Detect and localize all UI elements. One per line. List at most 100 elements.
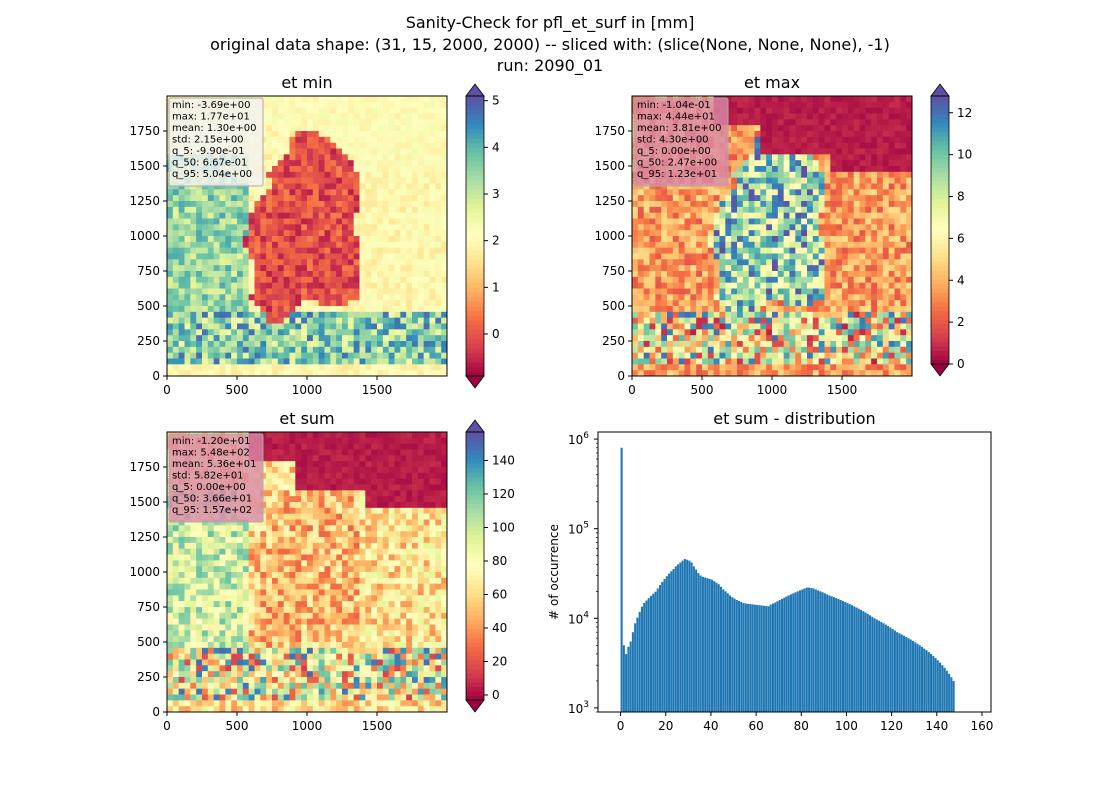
histogram-bar <box>943 667 946 712</box>
y-tick-label: 250 <box>602 334 625 348</box>
colorbar-tick-label: 20 <box>492 654 507 668</box>
colorbar-tick-label: 60 <box>492 587 507 601</box>
histogram-bar <box>668 573 671 712</box>
histogram-bar <box>828 595 831 712</box>
histogram-bar <box>765 606 768 712</box>
histogram-bar <box>873 618 876 712</box>
stats-line: max: 1.77e+01 <box>172 112 250 123</box>
y-tick-label: 1750 <box>594 124 625 138</box>
x-tick-label: 1500 <box>362 383 393 397</box>
histogram-bar <box>704 577 707 712</box>
histogram-bar <box>884 624 887 712</box>
colorbar-tick-label: 4 <box>957 273 965 287</box>
histogram-bar <box>758 605 761 712</box>
histogram-bar <box>785 596 788 712</box>
x-tick-label: 1500 <box>827 383 858 397</box>
x-tick-label: 0 <box>617 719 625 733</box>
histogram-bar <box>640 606 643 712</box>
histogram-bar <box>627 646 630 712</box>
histogram-bar <box>905 636 908 712</box>
x-tick-label: 20 <box>658 719 673 733</box>
histogram-bar <box>769 604 772 712</box>
stats-line: q_50: 6.67e-01 <box>172 158 247 169</box>
histogram-bar <box>808 587 811 712</box>
histogram-bar <box>760 605 763 712</box>
y-tick-label: 1000 <box>594 229 625 243</box>
histogram-bar <box>638 611 641 712</box>
histogram-bar <box>690 562 693 712</box>
stats-line: mean: 3.81e+00 <box>637 123 721 134</box>
panel-title: et sum <box>279 409 334 428</box>
histogram-bar <box>848 604 851 712</box>
histogram-bar <box>880 621 883 712</box>
stats-line: std: 4.30e+00 <box>637 135 709 146</box>
histogram-bar <box>783 597 786 712</box>
histogram-bar <box>625 653 628 712</box>
x-tick-label: 1000 <box>292 383 323 397</box>
panel-title: et sum - distribution <box>713 409 875 428</box>
histogram-bar <box>729 595 732 712</box>
histogram-bar <box>918 645 921 712</box>
y-tick-label: 500 <box>137 299 160 313</box>
histogram-bar <box>893 630 896 712</box>
histogram-bar <box>645 600 648 712</box>
histogram-bar <box>875 619 878 712</box>
histogram-bar <box>722 589 725 712</box>
y-tick-label: 106 <box>568 431 589 447</box>
colorbar-extend-max <box>930 83 950 97</box>
x-tick-label: 60 <box>748 719 763 733</box>
y-tick-label: 1000 <box>129 229 160 243</box>
stats-line: std: 5.82e+01 <box>172 471 244 482</box>
histogram-bar <box>656 588 659 712</box>
histogram-bar <box>649 595 653 712</box>
histogram-bar <box>855 607 858 712</box>
x-tick-label: 140 <box>925 719 948 733</box>
histogram-bar <box>767 606 770 712</box>
histogram-bar <box>708 578 711 712</box>
histogram-bar <box>927 652 930 712</box>
histogram-bar <box>692 566 695 712</box>
histogram-bar <box>814 589 817 712</box>
stats-line: max: 4.44e+01 <box>637 112 715 123</box>
x-tick-label: 1000 <box>292 719 323 733</box>
y-tick-label: 0 <box>152 705 160 719</box>
colorbar-tick-label: 120 <box>492 487 515 501</box>
colorbar-tick-label: 3 <box>492 187 500 201</box>
histogram-bar <box>914 642 917 712</box>
colorbar-tick-label: 0 <box>957 357 965 371</box>
histogram-bar <box>647 598 650 712</box>
histogram-bar <box>735 600 738 712</box>
y-tick-label: 1000 <box>129 565 160 579</box>
panel-title: et min <box>281 73 332 92</box>
histogram-bar <box>622 645 625 712</box>
histogram-bar <box>672 569 675 712</box>
histogram-bar <box>869 615 872 712</box>
stats-box <box>168 97 264 187</box>
histogram-bar <box>796 591 799 712</box>
colorbar: 0 2 4 6 8 10 12 <box>930 83 972 377</box>
histogram-bar <box>862 611 865 712</box>
histogram-bar <box>713 581 716 712</box>
x-tick-label: 120 <box>880 719 903 733</box>
histogram-bar <box>909 639 912 712</box>
x-tick-label: 160 <box>971 719 994 733</box>
histogram-bar <box>744 603 747 712</box>
y-tick-label: 1500 <box>594 159 625 173</box>
stats-line: q_5: 0.00e+00 <box>637 146 711 157</box>
colorbar-tick-label: 1 <box>492 280 500 294</box>
histogram-bar <box>794 592 797 712</box>
histogram-bar <box>706 578 709 712</box>
stats-line: q_95: 1.23e+01 <box>637 169 717 180</box>
histogram-bar <box>853 606 856 712</box>
histogram-bar <box>710 579 713 712</box>
histogram-bar <box>787 595 790 712</box>
histogram-bar <box>948 673 951 712</box>
y-tick-label: 0 <box>152 369 160 383</box>
histogram-bar <box>941 665 944 712</box>
x-tick-label: 100 <box>835 719 858 733</box>
histogram-bar <box>887 626 890 712</box>
histogram-bar <box>925 650 928 712</box>
histogram-bar <box>911 640 915 712</box>
